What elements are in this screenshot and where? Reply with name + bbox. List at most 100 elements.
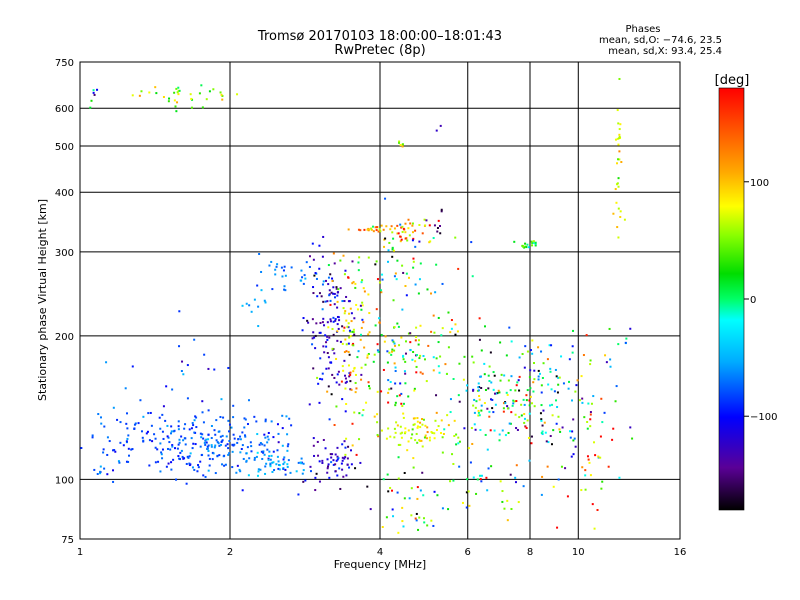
data-point: [412, 257, 415, 260]
data-point: [150, 424, 153, 427]
data-point: [328, 294, 331, 297]
data-point: [506, 519, 509, 522]
data-point: [549, 370, 552, 373]
data-point: [341, 459, 344, 462]
data-point: [478, 394, 481, 397]
data-point: [477, 411, 480, 414]
data-point: [493, 429, 496, 432]
data-point: [472, 361, 475, 364]
data-point: [370, 227, 373, 230]
data-point: [277, 432, 280, 435]
data-point: [412, 237, 415, 240]
data-point: [359, 333, 362, 336]
data-point: [211, 458, 214, 461]
data-point: [557, 478, 560, 481]
data-point: [339, 259, 342, 262]
data-point: [205, 438, 208, 441]
data-point: [617, 122, 620, 125]
data-point: [508, 422, 511, 425]
data-point: [344, 377, 347, 380]
data-point: [354, 467, 357, 470]
data-point: [465, 506, 468, 509]
data-point: [308, 265, 311, 268]
data-point: [257, 470, 260, 473]
data-point: [237, 438, 240, 441]
data-point: [281, 414, 284, 417]
data-point: [337, 291, 340, 294]
data-point: [404, 285, 407, 288]
data-point: [489, 351, 492, 354]
data-point: [225, 435, 228, 438]
data-point: [407, 218, 410, 221]
data-point: [555, 399, 558, 402]
data-point: [367, 293, 370, 296]
data-point: [417, 528, 420, 531]
data-point: [508, 326, 511, 329]
data-point: [312, 286, 315, 289]
data-point: [176, 101, 179, 104]
data-point: [552, 429, 555, 432]
data-point: [181, 455, 184, 458]
data-point: [162, 405, 165, 408]
data-point: [344, 410, 347, 413]
data-point: [390, 353, 393, 356]
data-point: [540, 419, 543, 422]
data-point: [342, 369, 345, 372]
data-point: [286, 433, 289, 436]
data-point: [615, 201, 618, 204]
data-point: [396, 322, 399, 325]
data-point: [174, 447, 177, 450]
data-point: [480, 409, 483, 412]
data-point: [532, 362, 535, 365]
data-point: [155, 92, 158, 95]
data-point: [348, 312, 351, 315]
data-point: [355, 303, 358, 306]
data-point: [545, 440, 548, 443]
data-point: [344, 446, 347, 449]
data-point: [349, 307, 352, 310]
data-point: [321, 283, 324, 286]
data-point: [616, 182, 619, 185]
data-point: [552, 485, 555, 488]
data-point: [256, 284, 259, 287]
data-point: [556, 406, 559, 409]
data-point: [352, 370, 355, 373]
data-point: [343, 273, 346, 276]
data-point: [489, 429, 492, 432]
data-point: [80, 447, 83, 450]
data-point: [611, 438, 614, 441]
data-point: [533, 369, 536, 372]
data-point: [277, 467, 280, 470]
data-point: [534, 243, 537, 246]
data-point: [408, 497, 411, 500]
data-point: [432, 237, 435, 240]
data-point: [206, 447, 209, 450]
data-point: [398, 141, 401, 144]
data-point: [177, 443, 180, 446]
data-point: [504, 434, 507, 437]
data-point: [255, 420, 258, 423]
data-point: [318, 401, 321, 404]
data-point: [190, 427, 193, 430]
data-point: [412, 417, 415, 420]
data-point: [437, 219, 440, 222]
data-point: [378, 281, 381, 284]
data-point: [154, 461, 157, 464]
data-point: [235, 471, 238, 474]
data-point: [233, 437, 236, 440]
data-point: [337, 457, 340, 460]
data-point: [572, 418, 575, 421]
data-point: [313, 274, 316, 277]
data-point: [360, 378, 363, 381]
data-point: [203, 353, 206, 356]
data-point: [267, 431, 270, 434]
data-point: [248, 304, 251, 307]
data-point: [400, 238, 403, 241]
data-point: [400, 436, 403, 439]
data-point: [154, 86, 157, 89]
data-point: [377, 435, 380, 438]
data-point: [250, 450, 253, 453]
data-point: [344, 387, 347, 390]
data-point: [430, 430, 433, 433]
data-point: [441, 282, 444, 285]
